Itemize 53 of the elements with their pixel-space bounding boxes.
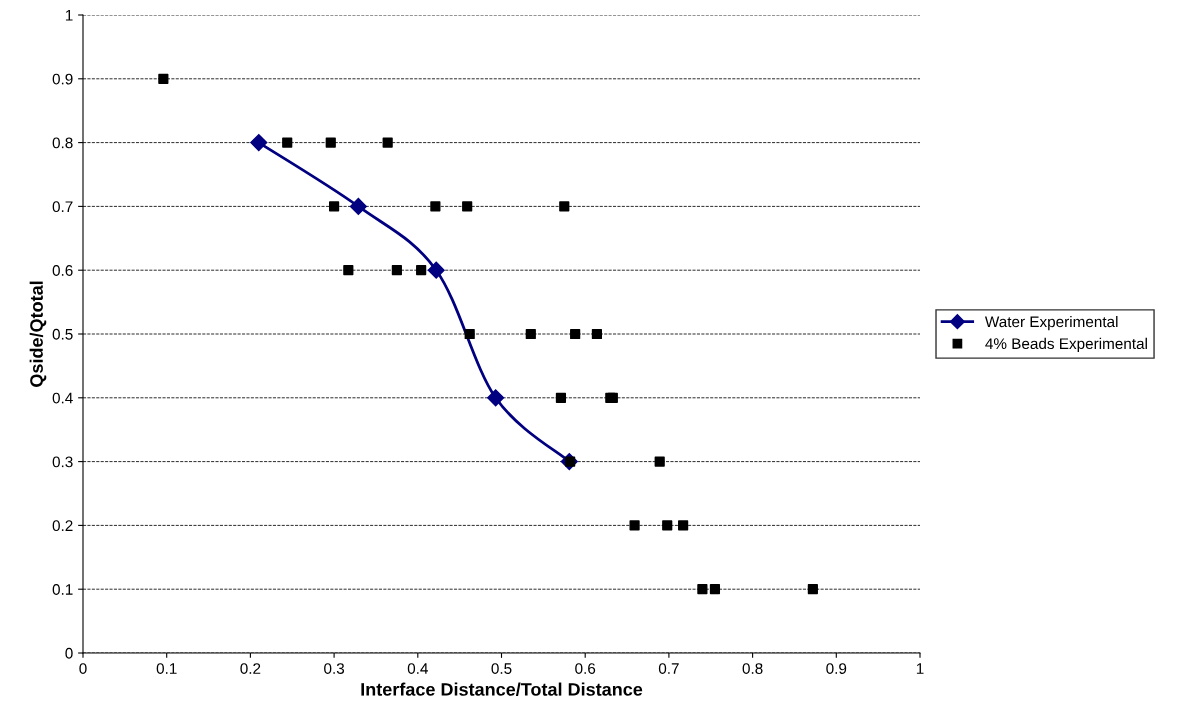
point: [282, 137, 293, 148]
x-tick-label: 0.1: [156, 663, 177, 674]
x-tick-label: 0.9: [826, 663, 847, 674]
y-tick-label: 0.6: [52, 265, 73, 276]
point: [158, 73, 169, 84]
point: [325, 137, 336, 148]
point: [250, 134, 268, 152]
y-tick-label: 0.2: [52, 520, 73, 532]
y-axis-title: Qside/Qtotal: [29, 281, 47, 387]
point: [416, 265, 427, 276]
y-tick-label: 0.4: [52, 392, 73, 404]
y-tick-label: 0.7: [52, 201, 73, 213]
point: [427, 261, 445, 279]
x-tick-label: 0.3: [324, 663, 345, 674]
x-tick-label: 1: [916, 663, 924, 674]
legend-label: 4% Beads Experimental: [985, 337, 1147, 353]
y-tick-label: 0: [65, 647, 73, 659]
point: [343, 265, 354, 276]
point: [349, 197, 367, 215]
point: [462, 201, 473, 212]
y-tick-label: 0.8: [52, 137, 73, 149]
x-tick-label: 0.5: [491, 663, 512, 674]
x-tick-label: 0.7: [658, 663, 679, 674]
point: [662, 520, 673, 531]
point: [629, 520, 640, 531]
y-tick-label: 0.3: [52, 456, 73, 468]
point: [555, 392, 567, 403]
x-tick-label: 0.8: [742, 663, 763, 674]
point: [391, 265, 402, 276]
x-tick-label: 0.6: [575, 663, 596, 674]
legend-label: Water Experimental: [984, 315, 1118, 331]
y-tick-label: 0.1: [52, 584, 73, 595]
point: [382, 137, 393, 148]
point: [487, 389, 505, 407]
point: [678, 520, 689, 531]
point: [329, 201, 340, 212]
x-tick-label: 0: [79, 663, 87, 674]
point: [709, 584, 721, 595]
point: [654, 456, 665, 467]
point: [570, 328, 581, 340]
point: [430, 201, 441, 212]
point: [697, 584, 708, 595]
point: [464, 328, 475, 340]
y-tick-label: 0.9: [52, 73, 73, 85]
point: [591, 328, 603, 340]
point: [559, 201, 570, 212]
x-tick-label: 0.4: [407, 663, 428, 674]
x-tick-label: 0.2: [240, 663, 261, 674]
x-axis-title: Interface Distance/Total Distance: [361, 682, 643, 696]
point: [525, 328, 536, 340]
y-tick-label: 1: [65, 10, 73, 21]
y-tick-label: 0.5: [52, 328, 73, 340]
point: [807, 584, 818, 595]
